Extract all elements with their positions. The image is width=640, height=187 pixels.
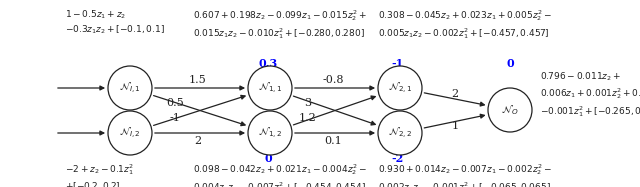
Text: $0.607+0.198z_2-0.099z_1-0.015z_2^2+$
$0.015z_1z_2-0.010z_1^2+[-0.280, 0.280]$: $0.607+0.198z_2-0.099z_1-0.015z_2^2+$ $0… (193, 8, 367, 41)
Circle shape (108, 111, 152, 155)
Text: -0.8: -0.8 (323, 75, 344, 85)
Text: $\mathcal{N}_{1,1}$: $\mathcal{N}_{1,1}$ (258, 80, 282, 96)
Text: 0.5: 0.5 (166, 98, 184, 108)
Text: $0.098-0.042z_2+0.021z_1-0.004z_2^2-$
$0.004z_1z_2-0.007z_1^2+[-0.454, 0.454]$: $0.098-0.042z_2+0.021z_1-0.004z_2^2-$ $0… (193, 162, 367, 187)
Text: $\mathcal{N}_{2,1}$: $\mathcal{N}_{2,1}$ (388, 80, 412, 96)
Text: $1-0.5z_1+z_2$
$-0.3z_1z_2+[-0.1, 0.1]$: $1-0.5z_1+z_2$ $-0.3z_1z_2+[-0.1, 0.1]$ (65, 8, 165, 36)
Circle shape (108, 66, 152, 110)
Text: $\mathcal{N}_{O}$: $\mathcal{N}_{O}$ (501, 103, 519, 117)
Text: -2: -2 (392, 153, 404, 163)
Text: 3: 3 (305, 98, 312, 108)
Text: $\mathcal{N}_{1,2}$: $\mathcal{N}_{1,2}$ (258, 125, 282, 141)
Text: $-2+z_2-0.1z_1^2$
$+[-0.2, 0.2]$: $-2+z_2-0.1z_1^2$ $+[-0.2, 0.2]$ (65, 162, 134, 187)
Text: 0: 0 (506, 57, 514, 68)
Text: 2: 2 (195, 136, 202, 146)
Circle shape (378, 111, 422, 155)
Text: -1: -1 (392, 57, 404, 68)
Text: 1.2: 1.2 (299, 113, 317, 123)
Text: 1.5: 1.5 (189, 75, 207, 85)
Text: 0.3: 0.3 (259, 57, 278, 68)
Text: -1: -1 (170, 113, 180, 123)
Text: 1: 1 (451, 121, 459, 131)
Text: $0.796-0.011z_2+$
$0.006z_1+0.001z_2^2+0.002z_1z_2$
$-0.001z_1^2+[-0.265, 0.265]: $0.796-0.011z_2+$ $0.006z_1+0.001z_2^2+0… (540, 71, 640, 119)
Text: 0.1: 0.1 (324, 136, 342, 146)
Text: 2: 2 (451, 89, 459, 99)
Circle shape (248, 111, 292, 155)
Circle shape (488, 88, 532, 132)
Text: $0.308-0.045z_2+0.023z_1+0.005z_2^2-$
$0.005z_1z_2-0.002z_1^2+[-0.457, 0.457]$: $0.308-0.045z_2+0.023z_1+0.005z_2^2-$ $0… (378, 8, 552, 41)
Text: $\mathcal{N}_{2,2}$: $\mathcal{N}_{2,2}$ (388, 125, 412, 141)
Circle shape (248, 66, 292, 110)
Circle shape (378, 66, 422, 110)
Text: 0: 0 (264, 153, 272, 163)
Text: $0.930+0.014z_2-0.007z_1-0.002z_2^2-$
$0.002z_1z_2-0.001z_1^2+[-0.065, 0.065]$: $0.930+0.014z_2-0.007z_1-0.002z_2^2-$ $0… (378, 162, 552, 187)
Text: $\mathcal{N}_{I,1}$: $\mathcal{N}_{I,1}$ (119, 80, 141, 96)
Text: $\mathcal{N}_{I,2}$: $\mathcal{N}_{I,2}$ (119, 125, 141, 141)
